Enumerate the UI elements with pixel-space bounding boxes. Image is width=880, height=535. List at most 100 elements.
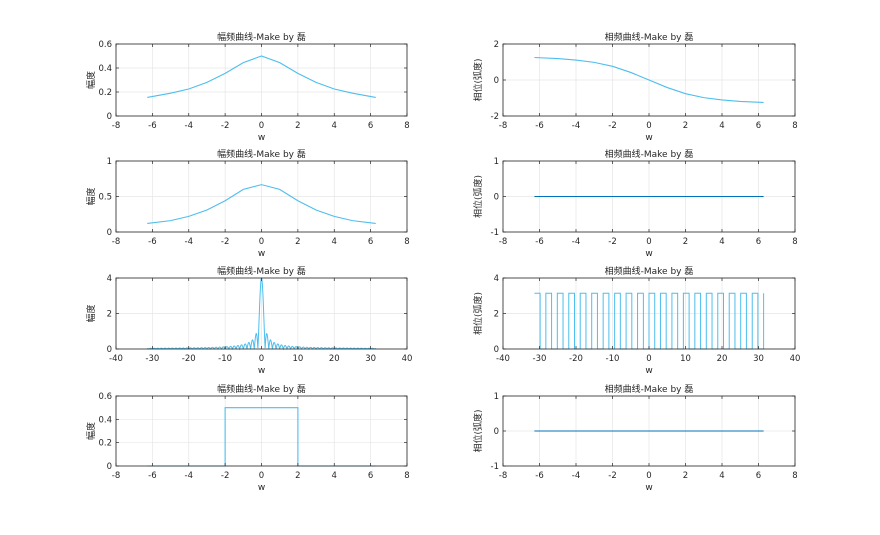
subplot-5: -40 -30 -20 -10 0 10 20 30 40 0 2 4 幅频曲线-Make by 磊 w 幅… xyxy=(85,265,412,376)
y-tick-label: 0.4 xyxy=(98,64,112,74)
x-tick-label: -2 xyxy=(221,237,229,247)
x-tick-label: -4 xyxy=(572,121,580,131)
x-tick-label: -6 xyxy=(148,237,156,247)
y-axis-label: 相位(弧度) xyxy=(472,292,484,335)
y-tick-label: 0.4 xyxy=(98,415,112,425)
x-tick-label: 10 xyxy=(292,354,303,364)
x-tick-label: -20 xyxy=(182,354,196,364)
x-tick-label: 4 xyxy=(332,471,337,481)
x-tick-label: 2 xyxy=(683,237,688,247)
x-tick-label: -6 xyxy=(535,237,543,247)
y-tick-label: 1 xyxy=(107,157,112,167)
x-tick-label: -8 xyxy=(499,471,507,481)
y-tick-label: 2 xyxy=(494,310,499,320)
y-tick-label: 0 xyxy=(494,193,499,203)
y-tick-label: -1 xyxy=(491,462,499,472)
chart-title: 相频曲线-Make by 磊 xyxy=(605,31,694,43)
x-tick-label: 6 xyxy=(756,121,761,131)
x-tick-label: -6 xyxy=(148,471,156,481)
x-tick-label: -30 xyxy=(533,354,547,364)
subplot-3: -8 -6 -4 -2 0 2 4 6 8 0 0.5 1 幅频曲线-Make by 磊 w 幅度 xyxy=(85,148,410,259)
x-axis-label: w xyxy=(258,249,265,259)
y-tick-label: -2 xyxy=(491,112,499,122)
chart-title: 幅频曲线-Make by 磊 xyxy=(217,383,306,395)
x-tick-label: -8 xyxy=(499,121,507,131)
subplot-4: -8 -6 -4 -2 0 2 4 6 8 -1 0 1 相频曲线-Make by 磊 w 相位(弧度) xyxy=(472,148,798,259)
x-axis-label: w xyxy=(258,133,265,143)
y-axis-label: 幅度 xyxy=(85,304,97,322)
x-tick-label: -2 xyxy=(221,471,229,481)
x-tick-label: 6 xyxy=(368,237,373,247)
x-tick-label: -4 xyxy=(572,471,580,481)
x-tick-label: -8 xyxy=(112,471,120,481)
x-axis-label: w xyxy=(645,366,652,376)
x-tick-label: -6 xyxy=(148,121,156,131)
x-tick-label: -8 xyxy=(499,237,507,247)
x-tick-label: 6 xyxy=(368,471,373,481)
x-tick-label: 2 xyxy=(295,121,300,131)
x-axis-label: w xyxy=(258,483,265,493)
series-line xyxy=(534,292,765,350)
y-tick-label: -1 xyxy=(491,228,499,238)
y-tick-label: 0 xyxy=(107,345,112,355)
x-tick-label: 0 xyxy=(646,354,651,364)
y-axis-label: 相位(弧度) xyxy=(472,175,484,218)
x-tick-label: -10 xyxy=(606,354,620,364)
y-axis-label: 幅度 xyxy=(85,187,97,205)
y-axis-label: 幅度 xyxy=(85,422,97,440)
y-tick-label: 2 xyxy=(494,40,499,50)
x-tick-label: -2 xyxy=(608,237,616,247)
x-tick-label: -4 xyxy=(185,237,193,247)
y-tick-label: 0.6 xyxy=(98,40,112,50)
x-tick-label: 2 xyxy=(295,237,300,247)
y-tick-label: 1 xyxy=(494,392,499,402)
x-tick-label: 2 xyxy=(295,471,300,481)
x-axis-label: w xyxy=(645,249,652,259)
x-tick-label: -6 xyxy=(535,471,543,481)
x-tick-label: 2 xyxy=(683,471,688,481)
y-tick-label: 0.5 xyxy=(98,193,112,203)
x-tick-label: -8 xyxy=(112,121,120,131)
x-tick-label: -30 xyxy=(145,354,159,364)
y-tick-label: 0 xyxy=(494,345,499,355)
y-tick-label: 4 xyxy=(494,274,499,284)
x-tick-label: -4 xyxy=(185,471,193,481)
x-tick-label: 6 xyxy=(368,121,373,131)
series-line xyxy=(147,55,376,98)
x-tick-label: 4 xyxy=(332,121,337,131)
x-tick-label: -40 xyxy=(496,354,510,364)
x-axis-label: w xyxy=(258,366,265,376)
x-tick-label: 2 xyxy=(683,121,688,131)
subplot-1: -8 -6 -4 -2 0 2 4 6 8 0 0.2 0.4 0.6 幅频曲线-Make by 磊 w 幅度 xyxy=(85,31,410,143)
x-tick-label: 6 xyxy=(756,237,761,247)
subplot-7: -8 -6 -4 -2 0 2 4 6 8 0 0.2 0.4 0.6 幅频曲线-Make by 磊 w 幅度 xyxy=(85,383,410,493)
y-tick-label: 0 xyxy=(494,76,499,86)
x-tick-label: 0 xyxy=(646,237,651,247)
x-tick-label: 0 xyxy=(646,121,651,131)
x-tick-label: 8 xyxy=(404,471,409,481)
x-tick-label: 4 xyxy=(719,121,724,131)
x-tick-label: 8 xyxy=(792,121,797,131)
x-tick-label: 30 xyxy=(365,354,376,364)
chart-title: 幅频曲线-Make by 磊 xyxy=(217,31,306,43)
y-tick-label: 0 xyxy=(107,228,112,238)
x-tick-label: 8 xyxy=(404,237,409,247)
x-tick-label: 40 xyxy=(790,354,801,364)
x-tick-label: 4 xyxy=(719,237,724,247)
y-tick-label: 0 xyxy=(494,427,499,437)
y-axis-label: 幅度 xyxy=(85,71,97,89)
chart-title: 相频曲线-Make by 磊 xyxy=(605,265,694,277)
x-tick-label: -2 xyxy=(221,121,229,131)
x-tick-label: 30 xyxy=(753,354,764,364)
subplot-8: -8 -6 -4 -2 0 2 4 6 8 -1 0 1 相频曲线-Make by 磊 w 相位(弧度) xyxy=(472,383,798,493)
y-tick-label: 1 xyxy=(494,157,499,167)
y-tick-label: 0.6 xyxy=(98,392,112,402)
y-axis-label: 相位(弧度) xyxy=(472,58,484,101)
series-line xyxy=(147,184,376,225)
y-tick-label: 0.2 xyxy=(98,88,112,98)
x-tick-label: 0 xyxy=(646,471,651,481)
x-tick-label: 40 xyxy=(402,354,413,364)
x-tick-label: -2 xyxy=(608,471,616,481)
x-tick-label: 0 xyxy=(259,354,264,364)
x-tick-label: 6 xyxy=(756,471,761,481)
